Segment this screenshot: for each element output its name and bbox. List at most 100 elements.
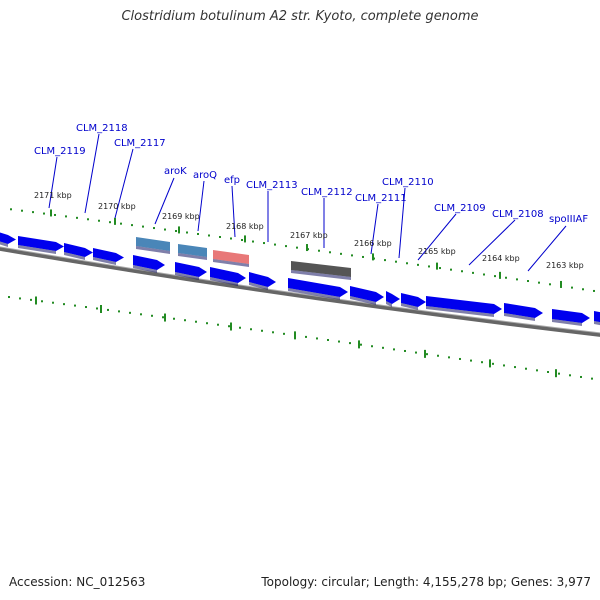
inner-major-tick (294, 331, 296, 340)
cds-forward-4-shadow (93, 257, 116, 265)
inner-major-tick (489, 359, 491, 368)
outer-minor-tick (98, 219, 100, 222)
callout-line (370, 203, 379, 255)
callout-clm-2110: CLM_2110 (382, 177, 434, 259)
cds-lower-3-body (210, 267, 246, 283)
cds-lower-6 (350, 286, 384, 305)
outer-major-tick (306, 244, 308, 252)
gene-label-clm-2111: CLM_2111 (355, 193, 407, 204)
cds-lower-12-body (594, 311, 600, 323)
cds-lower-11 (552, 309, 590, 326)
outer-minor-tick (505, 276, 507, 279)
gene-label-clm-2117: CLM_2117 (114, 138, 166, 149)
inner-minor-tick (415, 351, 417, 354)
cds-lower-2-shadow (175, 272, 199, 280)
gene-label-efp: efp (224, 175, 240, 186)
inner-minor-tick (173, 317, 175, 320)
outer-minor-tick (10, 208, 12, 211)
inner-minor-tick (19, 297, 21, 300)
inner-minor-tick (239, 326, 241, 329)
outer-minor-tick (32, 211, 34, 214)
gene-label-aroq: aroQ (193, 170, 217, 181)
cds-forward-3-body (64, 243, 93, 257)
cds-lower-3 (210, 267, 246, 286)
outer-minor-tick (21, 209, 23, 212)
callout-line (154, 177, 175, 225)
outer-major-tick (114, 217, 116, 225)
inner-minor-tick (151, 314, 153, 317)
cds-lower-4-body (249, 272, 276, 287)
inner-minor-tick (580, 375, 582, 378)
gene-aroq (178, 244, 207, 260)
outer-minor-tick (494, 275, 496, 278)
callout-clm-2111: CLM_2111 (355, 193, 407, 255)
inner-minor-tick (85, 306, 87, 309)
callout-line (231, 185, 236, 238)
cds-lower-8-shadow (401, 303, 418, 310)
outer-minor-tick (87, 218, 89, 221)
cds-lower-9-shadow (426, 306, 494, 317)
gene-label-clm-2119: CLM_2119 (34, 146, 86, 157)
cds-lower-2-body (175, 262, 207, 277)
outer-major-tick (178, 226, 180, 234)
cds-lower-8-body (401, 293, 426, 307)
cds-lower-5-body (288, 278, 348, 297)
gene-aroq-body (178, 244, 207, 257)
callout-line (417, 213, 457, 261)
outer-minor-tick (131, 224, 133, 227)
outer-minor-tick (318, 249, 320, 252)
cds-lower-6-body (350, 286, 384, 302)
outer-minor-tick (197, 232, 199, 235)
cds-lower-9-body (426, 296, 502, 314)
callout-clm-2119: CLM_2119 (34, 146, 86, 209)
backbone-line (0, 246, 600, 337)
outer-minor-tick (285, 245, 287, 248)
inner-minor-tick (470, 359, 472, 362)
outer-major-tick (560, 280, 562, 288)
inner-minor-tick (371, 345, 373, 348)
inner-minor-tick (459, 357, 461, 360)
callout-line (114, 148, 134, 219)
genome-backbone (0, 246, 600, 337)
cds-lower-5 (288, 278, 348, 300)
outer-minor-tick (153, 227, 155, 230)
inner-minor-tick (52, 301, 54, 304)
inner-minor-tick (492, 362, 494, 365)
inner-minor-tick (74, 304, 76, 307)
inner-major-tick (100, 305, 102, 313)
inner-minor-tick (569, 374, 571, 377)
outer-minor-tick (516, 278, 518, 281)
cds-lower-10-body (504, 303, 543, 318)
kbp-labels: 2171 kbp 2170 kbp 2169 kbp 2168 kbp 2167 kbp… (34, 191, 584, 270)
cds-forward-2-body (18, 236, 64, 251)
cds-lower-1-shadow (133, 265, 157, 273)
inner-minor-tick (217, 323, 219, 326)
callout-clm-2112: CLM_2112 (301, 187, 353, 248)
cds-lower-10 (504, 303, 543, 321)
callout-spoiiiaf: spoIIIAF (527, 214, 588, 272)
outer-minor-tick (351, 254, 353, 257)
outer-minor-tick (252, 240, 254, 243)
gene-clm-2112-shadow (291, 270, 351, 280)
outer-minor-tick (219, 235, 221, 238)
gene-label-clm-2118: CLM_2118 (76, 123, 128, 134)
outer-minor-tick (142, 225, 144, 228)
cds-forward-3 (64, 243, 93, 260)
inner-minor-tick (448, 356, 450, 359)
inner-minor-tick (514, 366, 516, 369)
gene-label-clm-2113: CLM_2113 (246, 180, 298, 191)
inner-minor-tick (30, 298, 32, 301)
gene-features (0, 232, 600, 326)
gene-arok (136, 237, 170, 254)
callout-line (197, 180, 205, 232)
inner-minor-tick (382, 346, 384, 349)
outer-minor-tick (527, 280, 529, 283)
inner-minor-tick (107, 308, 109, 311)
cds-lower-5-shadow (288, 288, 340, 300)
outer-major-tick (499, 271, 501, 279)
inner-minor-tick (536, 369, 538, 372)
callout-line (398, 187, 406, 259)
inner-minor-tick (63, 303, 65, 306)
inner-minor-tick (8, 296, 10, 299)
